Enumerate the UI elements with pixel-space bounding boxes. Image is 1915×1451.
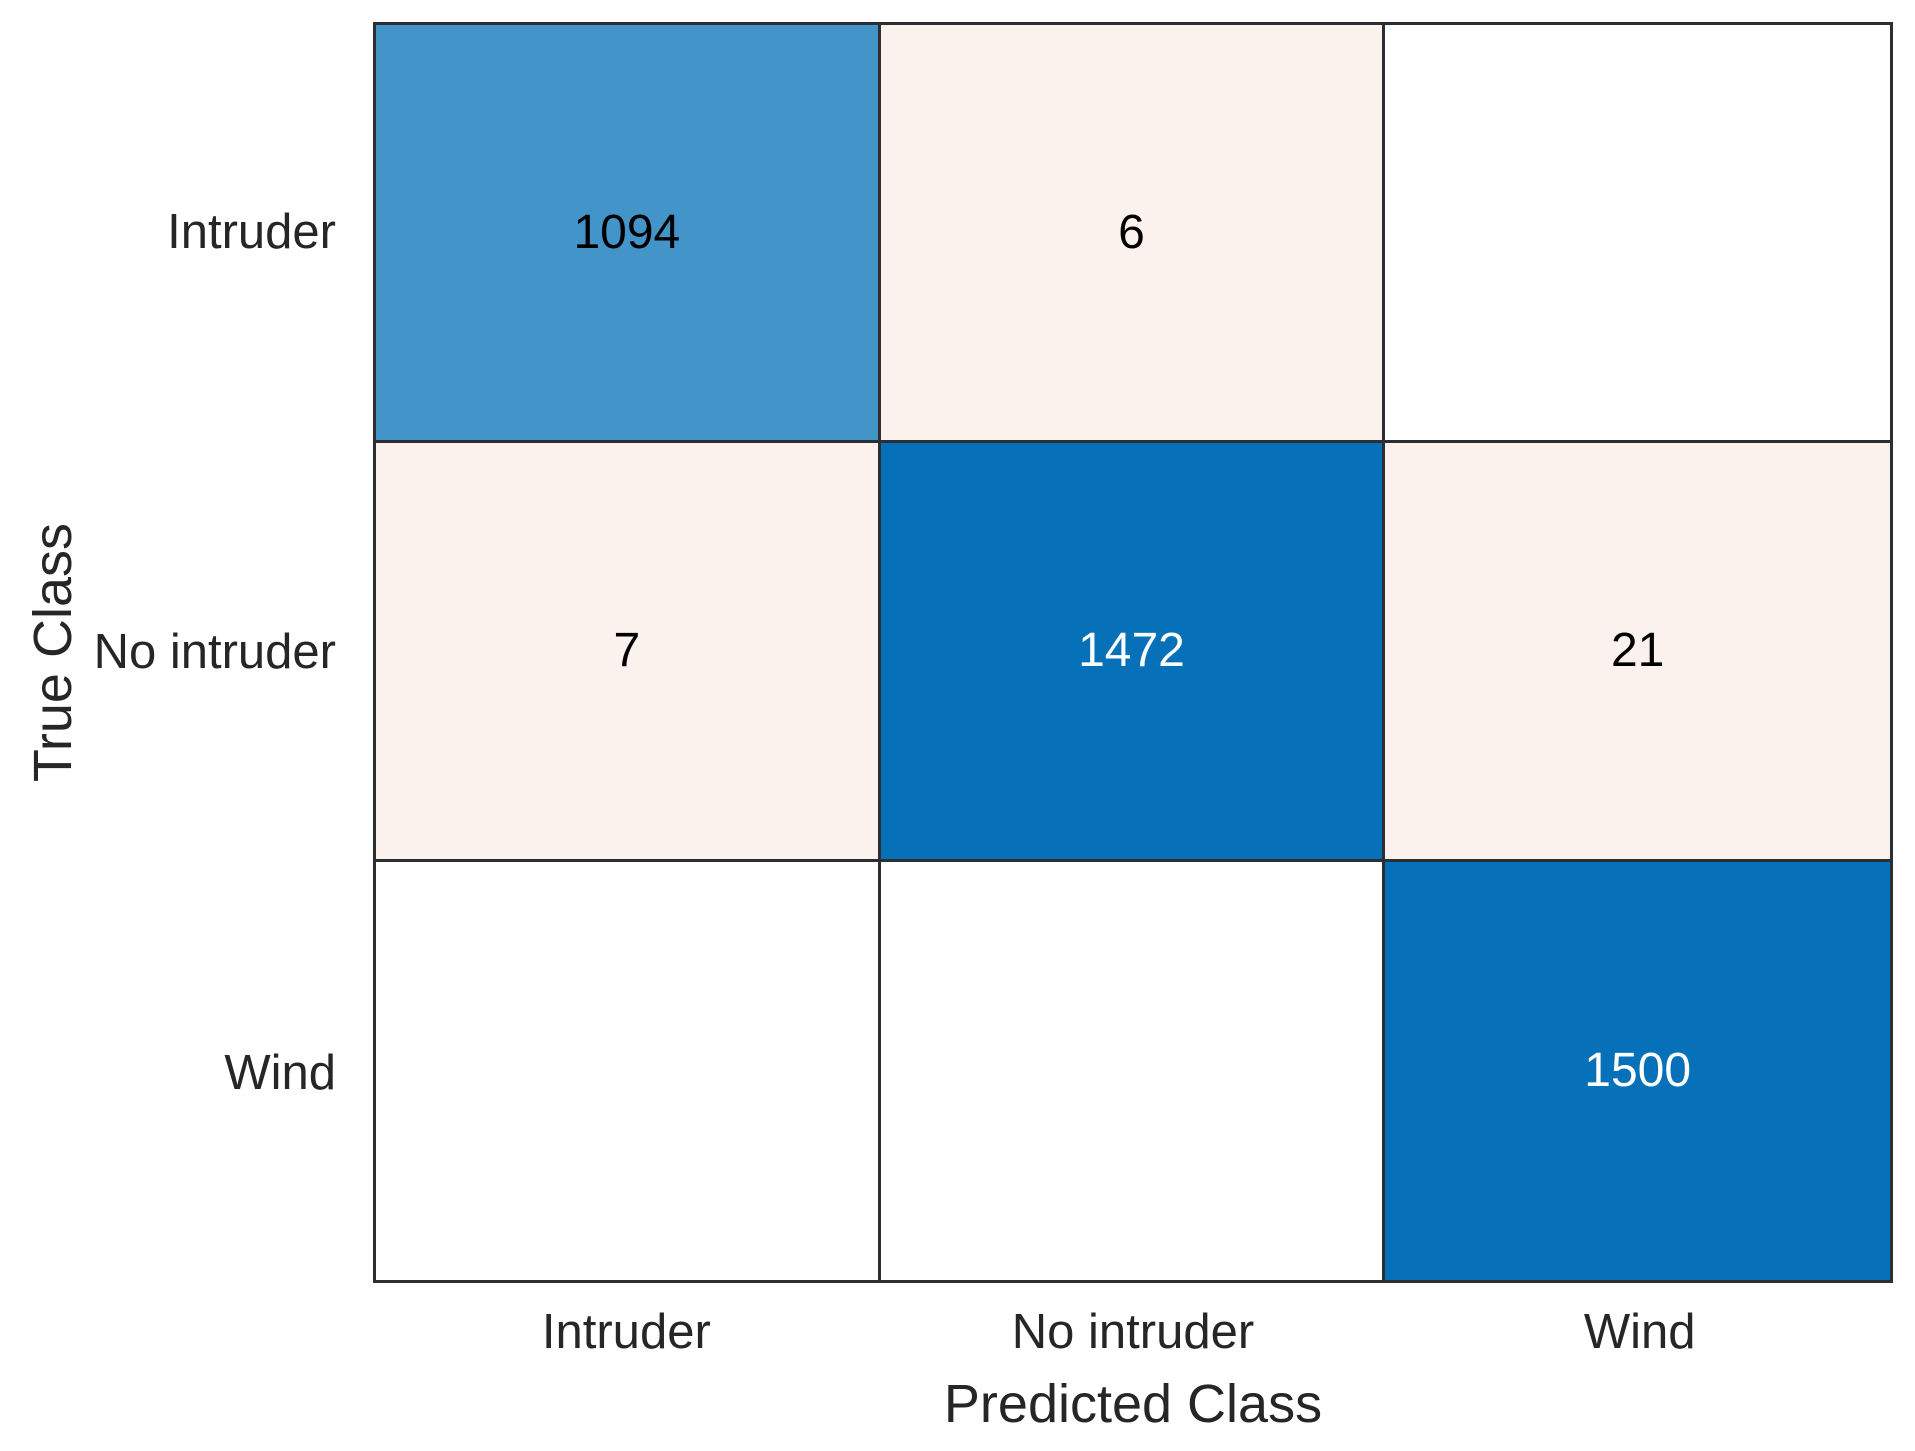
x-tick-label-intruder: Intruder (541, 1305, 711, 1359)
y-tick-labels: Intruder No intruder Wind (0, 22, 352, 1283)
y-tick-label-wind: Wind (224, 1045, 336, 1100)
matrix-cell-r0c0: 1094 (376, 25, 881, 444)
matrix-grid: 1094 6 7 1472 21 1500 (373, 22, 1893, 1283)
matrix-cell-r1c2: 21 (1385, 443, 1890, 862)
matrix-cell-r0c2 (1385, 25, 1890, 444)
x-tick-label-no-intruder: No intruder (1011, 1305, 1255, 1359)
x-tick-label-wind: Wind (1583, 1305, 1696, 1359)
matrix-cell-r1c0: 7 (376, 443, 881, 862)
x-tick-labels: Intruder No intruder Wind (373, 1300, 1893, 1364)
matrix-cell-r2c0 (376, 861, 881, 1280)
matrix-cell-r0c1: 6 (880, 25, 1386, 444)
matrix-cell-r2c2: 1500 (1385, 861, 1890, 1280)
matrix-cell-r1c1: 1472 (880, 443, 1386, 862)
x-axis-title: Predicted Class (943, 1374, 1323, 1434)
y-tick-label-intruder: Intruder (167, 205, 336, 260)
y-tick-label-no-intruder: No intruder (93, 625, 336, 680)
matrix-cell-r2c1 (880, 861, 1386, 1280)
